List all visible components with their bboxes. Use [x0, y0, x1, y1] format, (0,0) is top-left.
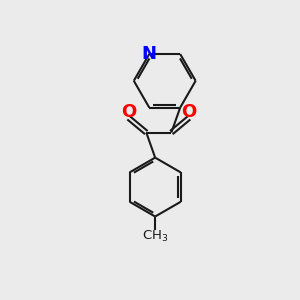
Text: CH$_3$: CH$_3$: [142, 229, 168, 244]
Text: O: O: [182, 103, 196, 121]
Text: N: N: [142, 45, 157, 63]
Text: O: O: [121, 103, 136, 121]
